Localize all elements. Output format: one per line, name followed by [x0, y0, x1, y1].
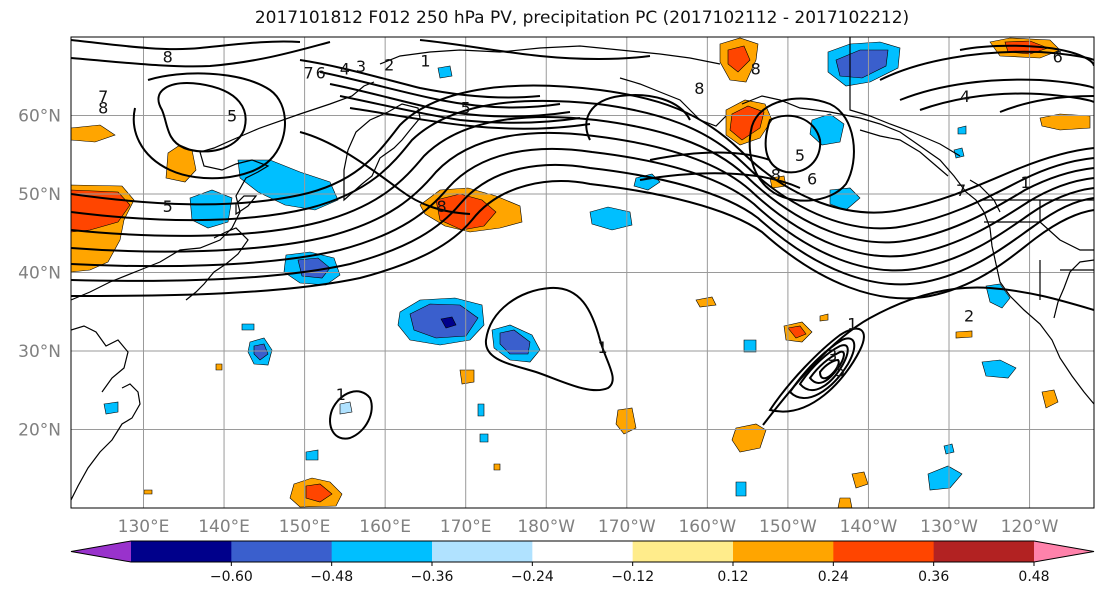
contour-label: 8	[98, 99, 108, 118]
contour-label: 1	[1020, 173, 1030, 192]
contour-label: 7	[956, 181, 966, 200]
colorbar-segment	[933, 541, 1035, 562]
contour-label: 1	[598, 338, 608, 357]
colorbar-tick-label: −0.48	[310, 569, 353, 585]
contour-label: 1	[420, 52, 430, 71]
colorbar-tick-label: 0.24	[818, 569, 849, 585]
lon-tick-label: 180°W	[517, 517, 575, 537]
colorbar-segment	[833, 541, 935, 562]
colorbar-segment	[432, 541, 533, 562]
contour-label: 2	[964, 307, 974, 326]
contour-label: 7	[304, 63, 314, 82]
contour-label: 4	[960, 87, 970, 106]
colorbar-tick-label: −0.36	[411, 569, 454, 585]
lon-tick-label: 150°W	[759, 517, 817, 537]
contour-label: 8	[751, 59, 761, 78]
lon-tick-label: 160°E	[359, 517, 411, 537]
colorbar-segment	[231, 541, 333, 562]
contour-label: 1	[847, 315, 857, 334]
contour-label: 6	[316, 63, 326, 82]
lon-tick-label: 170°E	[440, 517, 492, 537]
map-title: 2017101812 F012 250 hPa PV, precipitatio…	[254, 8, 910, 28]
colorbar-segment	[733, 541, 834, 562]
contour-label: 4	[340, 59, 350, 78]
longitude-ticks: 130°E 140°E 150°E 160°E 170°E 180°W 170°W 160°W…	[118, 517, 1059, 537]
map-frame	[70, 36, 1095, 509]
colorbar-outline	[70, 540, 1095, 563]
contour-label: 5	[461, 99, 471, 118]
colorbar-tick-label: 0.36	[918, 569, 949, 585]
coastlines	[71, 37, 1094, 501]
colorbar-tick-label: 0.48	[1018, 569, 1049, 585]
contour-label: 3	[356, 57, 366, 76]
contour-label: 6	[807, 169, 817, 188]
lat-tick-label: 30°N	[18, 342, 61, 362]
lon-tick-label: 160°W	[678, 517, 736, 537]
colorbar-segment	[131, 541, 232, 562]
contour-label: 6	[1053, 48, 1063, 67]
colorbar-tick-label: 0.12	[717, 569, 748, 585]
lon-tick-label: 170°W	[598, 517, 656, 537]
contour-label: 8	[694, 79, 704, 98]
contour-label: 7	[98, 87, 108, 106]
lon-tick-label: 130°W	[920, 517, 978, 537]
colorbar-tick-label: −0.24	[511, 569, 554, 585]
contour-label: 1	[336, 385, 346, 404]
contour-label: 5	[835, 362, 845, 381]
colorbar-tick-label: −0.60	[210, 569, 253, 585]
contour-label: 3	[827, 346, 837, 365]
colorbar-extend-high	[1034, 541, 1094, 562]
lon-tick-label: 120°W	[1001, 517, 1059, 537]
contour-label: 8	[771, 165, 781, 184]
colorbar-extend-low	[71, 541, 131, 562]
pv-contours	[71, 39, 1094, 440]
colorbar-segment	[632, 541, 734, 562]
latitude-ticks: 20°N 30°N 40°N 50°N 60°N	[18, 107, 61, 441]
colorbar-tick-label: −0.12	[611, 569, 654, 585]
lon-tick-label: 150°E	[279, 517, 331, 537]
lat-tick-label: 40°N	[18, 264, 61, 284]
contour-label: 5	[795, 146, 805, 165]
lon-tick-label: 140°W	[840, 517, 898, 537]
colorbar: −0.60 −0.48 −0.36 −0.24 −0.12 0.12 0.24 0.36 0.4…	[70, 540, 1095, 585]
lat-tick-label: 50°N	[18, 185, 61, 205]
lon-tick-label: 140°E	[198, 517, 250, 537]
contour-label: 8	[436, 197, 446, 216]
contour-label: 5	[163, 197, 173, 216]
lon-tick-label: 130°E	[118, 517, 170, 537]
colorbar-segment	[532, 541, 634, 562]
lat-tick-label: 60°N	[18, 107, 61, 127]
contour-label: 2	[384, 55, 394, 74]
lat-tick-label: 20°N	[18, 421, 61, 441]
contour-label: 8	[163, 48, 173, 67]
contour-label: 5	[227, 107, 237, 126]
colorbar-segment	[331, 541, 433, 562]
